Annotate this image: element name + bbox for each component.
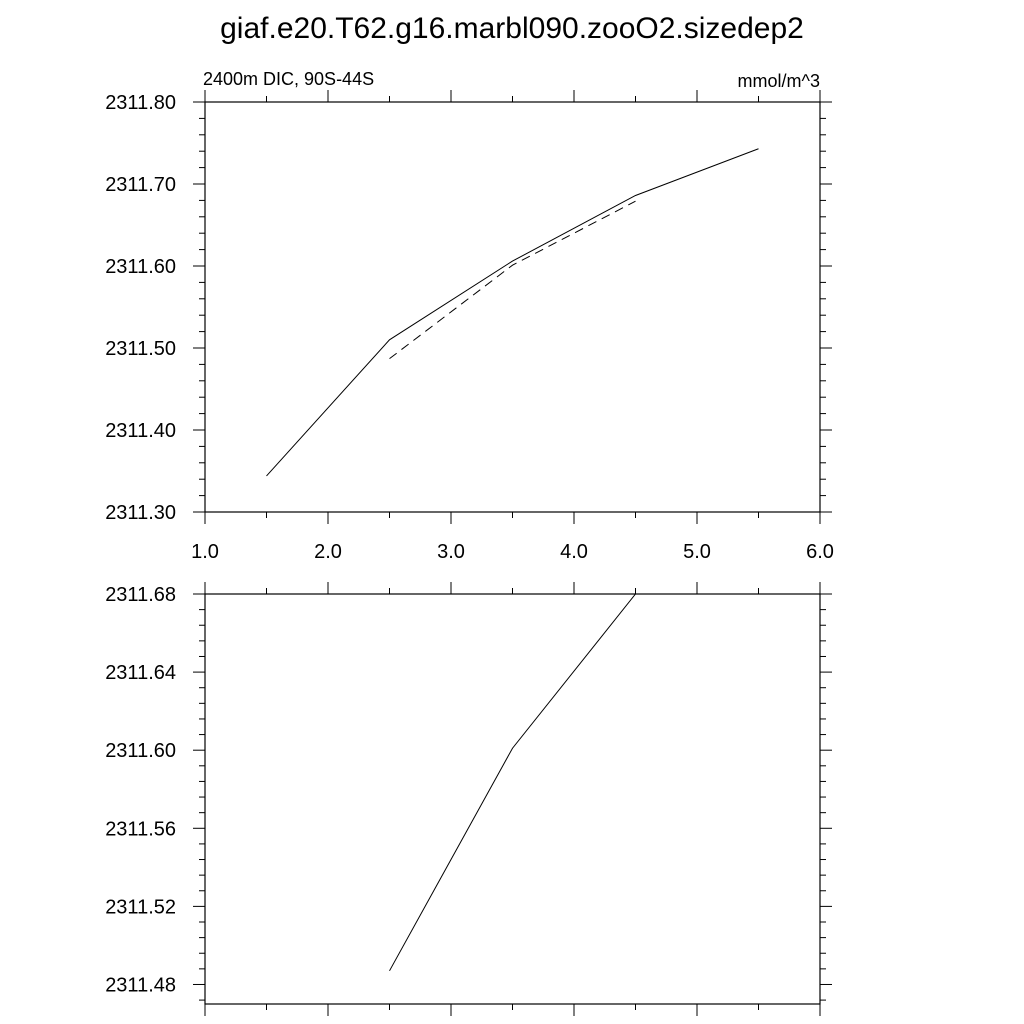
top-left-string: 2400m DIC, 90S-44S <box>203 69 374 89</box>
top-panel: 1.0 2.0 3.0 4.0 5.0 6.0 2311.30 2311.40 2311.50 2… <box>105 69 834 563</box>
chart-title: giaf.e20.T62.g16.marbl090.zooO2.sizedep2 <box>220 12 804 45</box>
top-y-tick-label: 2311.50 <box>105 338 176 360</box>
top-x-tick-label: 3.0 <box>437 541 465 563</box>
top-y-tick-label: 2311.40 <box>105 420 176 442</box>
bottom-panel: 2311.48 2311.52 2311.56 2311.60 2311.64 2311.… <box>105 582 832 1016</box>
bottom-y-tick-label: 2311.68 <box>105 584 176 606</box>
top-y-tick-label: 2311.70 <box>105 174 176 196</box>
top-x-tick-label: 2.0 <box>314 541 342 563</box>
bottom-y-tick-label: 2311.48 <box>105 974 176 996</box>
top-y-tick-label: 2311.80 <box>105 92 176 114</box>
bottom-series-1-line <box>389 594 636 972</box>
bottom-y-tick-label: 2311.64 <box>105 662 176 684</box>
bottom-y-tick-label: 2311.60 <box>105 740 176 762</box>
top-series-2-line <box>389 200 636 360</box>
bottom-y-tick-label: 2311.56 <box>105 818 176 840</box>
top-x-tick-label: 1.0 <box>191 541 219 563</box>
top-y-tick-label: 2311.60 <box>105 256 176 278</box>
bottom-y-tick-label: 2311.52 <box>105 896 176 918</box>
top-x-tick-label: 6.0 <box>806 541 834 563</box>
top-right-string: mmol/m^3 <box>738 71 820 91</box>
top-x-tick-label: 5.0 <box>683 541 711 563</box>
top-y-tick-label: 2311.30 <box>105 502 176 524</box>
top-series-1-line <box>266 148 759 477</box>
top-x-tick-label: 4.0 <box>560 541 588 563</box>
